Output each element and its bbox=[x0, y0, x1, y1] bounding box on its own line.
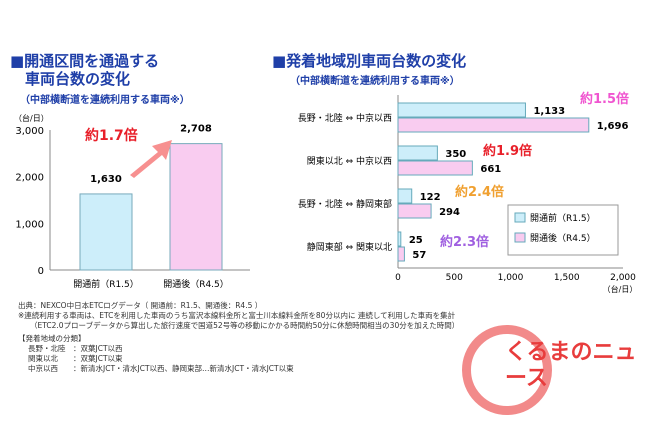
left-subtitle: （中部横断道を連続利用する車両※） bbox=[20, 95, 190, 106]
bar-value-label: 1,133 bbox=[533, 106, 565, 117]
category-label: 長野・北陸 ⇔ 中京以西 bbox=[298, 112, 392, 124]
x-tick-label: 1,500 bbox=[554, 273, 580, 283]
note-class-1: 長野・北陸 ：双葉JCT以西 bbox=[28, 344, 123, 353]
bar-0-1 bbox=[397, 117, 590, 133]
y-tick-label: 2,000 bbox=[15, 173, 44, 184]
bar-value-label: 122 bbox=[420, 192, 441, 203]
y-axis-label: （台/日） bbox=[14, 113, 49, 123]
logo-icon bbox=[462, 325, 552, 415]
note-class-2: 関東以北 ：双葉JCT以東 bbox=[28, 354, 123, 363]
annotation-ratio: 約1.7倍 bbox=[85, 127, 138, 144]
bar-1-1 bbox=[397, 160, 473, 176]
category-label: 関東以北 ⇔ 中京以西 bbox=[307, 155, 392, 167]
bar-value-label: 350 bbox=[445, 149, 466, 160]
x-tick-label: 2,000 bbox=[610, 273, 636, 283]
legend-box bbox=[507, 204, 619, 256]
annotation-ratio: 約1.9倍 bbox=[483, 143, 532, 159]
bar-value-label: 57 bbox=[412, 250, 426, 261]
bar-3-0 bbox=[397, 231, 402, 247]
bar-1-0 bbox=[397, 145, 438, 161]
bar-2-1 bbox=[397, 203, 432, 219]
legend-swatch bbox=[514, 212, 526, 223]
legend-label: 開通前（R1.5） bbox=[530, 212, 596, 224]
legend-swatch bbox=[514, 232, 526, 243]
bar-2-0 bbox=[397, 188, 413, 204]
note-classification-title: 【発着地域の分類】 bbox=[18, 334, 86, 343]
note-detail: （ETC2.0プローブデータから算出した旅行速度で国道52号等の移動にかかる時間… bbox=[30, 321, 460, 330]
category-label: 開通前（R1.5） bbox=[73, 278, 139, 290]
legend-label: 開通後（R4.5） bbox=[530, 232, 596, 244]
category-label: 静岡東部 ⇔ 関東以北 bbox=[307, 241, 392, 253]
logo-text: くるまのニュース bbox=[505, 340, 637, 391]
notes: 出典：NEXCO中日本ETCログデータ（ 開通前：R1.5、開通後：R4.5 ）… bbox=[18, 301, 459, 374]
charts-svg: （台/日） 0 1,000 2,000 3,000 1,630 開通前（R1.5） 2,708… bbox=[14, 91, 638, 294]
annotation-ratio: 約1.5倍 bbox=[580, 91, 629, 107]
bar-value-label: 1,696 bbox=[597, 121, 629, 132]
bar-value-label: 1,630 bbox=[90, 174, 122, 185]
bar-value-label: 661 bbox=[480, 164, 501, 175]
left-title-line2: 車両台数の変化 bbox=[25, 70, 131, 88]
right-subtitle: （中部横断道を連続利用する車両※） bbox=[290, 76, 460, 87]
category-label: 長野・北陸 ⇔ 静岡東部 bbox=[298, 198, 392, 210]
bar-value-label: 2,708 bbox=[180, 124, 212, 135]
category-label: 開通後（R4.5） bbox=[163, 278, 229, 290]
bar-0-0 bbox=[397, 102, 526, 118]
x-axis-label: （台/日） bbox=[603, 284, 638, 294]
x-tick-label: 0 bbox=[395, 273, 401, 283]
note-source: 出典：NEXCO中日本ETCログデータ（ 開通前：R1.5、開通後：R4.5 ） bbox=[18, 301, 263, 310]
left-title-line1: ■開通区間を通過する bbox=[10, 52, 160, 70]
increase-arrow-icon bbox=[130, 140, 172, 178]
y-tick-label: 3,000 bbox=[15, 126, 44, 137]
bar-value-label: 25 bbox=[409, 235, 423, 246]
x-tick-label: 500 bbox=[446, 273, 463, 283]
y-tick-label: 1,000 bbox=[15, 219, 44, 230]
right-title: ■発着地域別車両台数の変化 bbox=[272, 52, 467, 70]
annotation-ratio: 約2.4倍 bbox=[455, 184, 504, 200]
annotation-ratio: 約2.3倍 bbox=[440, 234, 489, 250]
note-definition: ※連続利用する車両は、ETCを利用した車両のうち富沢本線料金所と富士川本線料金所… bbox=[18, 311, 456, 320]
bar-0 bbox=[79, 193, 133, 271]
x-tick-label: 1,000 bbox=[498, 273, 524, 283]
bar-1 bbox=[169, 143, 223, 271]
left-title: ■開通区間を通過する 車両台数の変化 bbox=[10, 52, 159, 88]
note-class-3: 中京以西 ：新清水JCT・清水JCT以西、静岡東部…新清水JCT・清水JCT以東 bbox=[28, 364, 294, 373]
y-tick-label: 0 bbox=[38, 266, 44, 277]
bar-value-label: 294 bbox=[439, 207, 460, 218]
bar-3-1 bbox=[397, 246, 405, 262]
